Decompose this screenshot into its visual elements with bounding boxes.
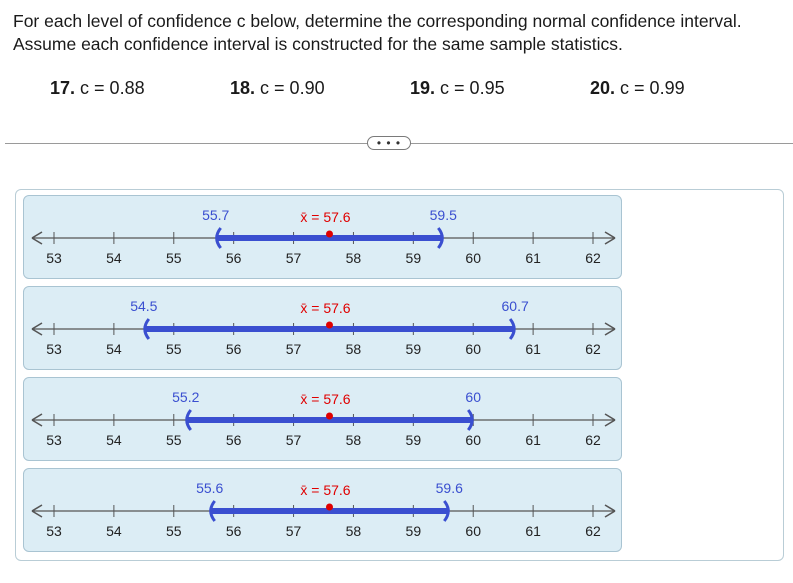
answer-option-c[interactable]: 53 54 55 56 57 58 59 60 61 62 55.2 60 x̄ = 57.6 [23,377,622,461]
problem-text: c = 0.88 [80,78,145,98]
tick-label: 57 [286,341,302,357]
tick-label: 62 [585,432,601,448]
tick-label: 56 [226,432,242,448]
mean-label: x̄ = 57.6 [300,300,350,316]
upper-paren [508,318,516,340]
tick-label: 55 [166,432,182,448]
tick-label: 54 [106,250,122,266]
upper-paren [437,227,444,249]
tick-label: 62 [585,250,601,266]
instructions: For each level of confidence c below, de… [13,11,742,54]
tick-label: 56 [226,250,242,266]
mean-point [325,503,333,511]
tick-label: 58 [346,250,362,266]
tick-label: 56 [226,523,242,539]
tick-label: 55 [166,341,182,357]
tick-label: 57 [286,250,302,266]
tick-label: 59 [406,341,422,357]
lower-paren [209,500,216,522]
upper-bound-label: 59.6 [436,480,463,496]
number-line-b: 53 54 55 56 57 58 59 60 61 62 54.5 60.7 x̄ = 57.6 [31,298,616,357]
problem-19: 19. c = 0.95 [410,78,505,99]
tick-label: 62 [585,341,601,357]
lower-bound-label: 55.6 [196,480,223,496]
left-arrow [31,413,43,427]
tick-label: 61 [525,432,541,448]
tick-label: 55 [166,523,182,539]
tick-label: 60 [465,250,481,266]
tick-label: 57 [286,523,302,539]
lower-paren [215,227,222,249]
number-line-c: 53 54 55 56 57 58 59 60 61 62 55.2 60 x̄ = 57.6 [31,389,616,448]
upper-paren [467,409,474,431]
tick-label: 62 [585,523,601,539]
mean-point [325,412,333,420]
tick-label: 53 [46,432,62,448]
lower-paren [185,409,192,431]
upper-bound-label: 60 [465,389,481,405]
right-arrow [604,231,616,245]
tick-label: 58 [346,523,362,539]
lower-bound-label: 55.7 [202,207,229,223]
tick-label: 60 [465,341,481,357]
tick-label: 61 [525,341,541,357]
number-line-d: 53 54 55 56 57 58 59 60 61 62 55.6 59.6 x̄ = 57.6 [31,480,616,539]
tick-label: 54 [106,432,122,448]
tick-label: 60 [465,432,481,448]
problem-number: 20. [590,78,616,98]
answer-option-a[interactable]: 53 54 55 56 57 58 59 60 61 62 55.7 59.5 x̄ = 57.6 [23,195,622,279]
tick-label: 59 [406,523,422,539]
problem-number: 19. [410,78,436,98]
right-arrow [604,322,616,336]
tick-label: 54 [106,523,122,539]
expand-more-button[interactable]: • • • [367,136,411,150]
mean-point [325,321,333,329]
left-arrow [31,322,43,336]
tick-label: 61 [525,523,541,539]
tick-label: 58 [346,432,362,448]
tick-label: 59 [406,432,422,448]
mean-label: x̄ = 57.6 [300,391,350,407]
problem-text: c = 0.99 [620,78,685,98]
tick-label: 53 [46,523,62,539]
lower-bound-label: 54.5 [130,298,157,314]
problem-number: 18. [230,78,256,98]
answer-option-b[interactable]: 53 54 55 56 57 58 59 60 61 62 54.5 60.7 x̄ = 57.6 [23,286,622,370]
tick-label: 53 [46,341,62,357]
problem-text: c = 0.90 [260,78,325,98]
upper-bound-label: 60.7 [502,298,529,314]
left-arrow [31,504,43,518]
tick-label: 54 [106,341,122,357]
mean-point [325,230,333,238]
upper-bound-label: 59.5 [430,207,457,223]
upper-paren [443,500,450,522]
problem-17: 17. c = 0.88 [50,78,145,99]
mean-label: x̄ = 57.6 [300,482,350,498]
problem-number: 17. [50,78,76,98]
problem-text: c = 0.95 [440,78,505,98]
tick-label: 56 [226,341,242,357]
problem-20: 20. c = 0.99 [590,78,685,99]
tick-label: 58 [346,341,362,357]
answer-option-d[interactable]: 53 54 55 56 57 58 59 60 61 62 55.6 59.6 x̄ = 57.6 [23,468,622,552]
tick-label: 60 [465,523,481,539]
tick-label: 61 [525,250,541,266]
tick-label: 57 [286,432,302,448]
mean-label: x̄ = 57.6 [300,209,350,225]
tick-label: 53 [46,250,62,266]
right-arrow [604,413,616,427]
number-line-a: 53 54 55 56 57 58 59 60 61 62 55.7 59.5 x̄ = 57.6 [31,207,616,266]
tick-label: 55 [166,250,182,266]
lower-bound-label: 55.2 [172,389,199,405]
lower-paren [143,318,151,340]
problem-18: 18. c = 0.90 [230,78,325,99]
left-arrow [31,231,43,245]
tick-label: 59 [406,250,422,266]
right-arrow [604,504,616,518]
